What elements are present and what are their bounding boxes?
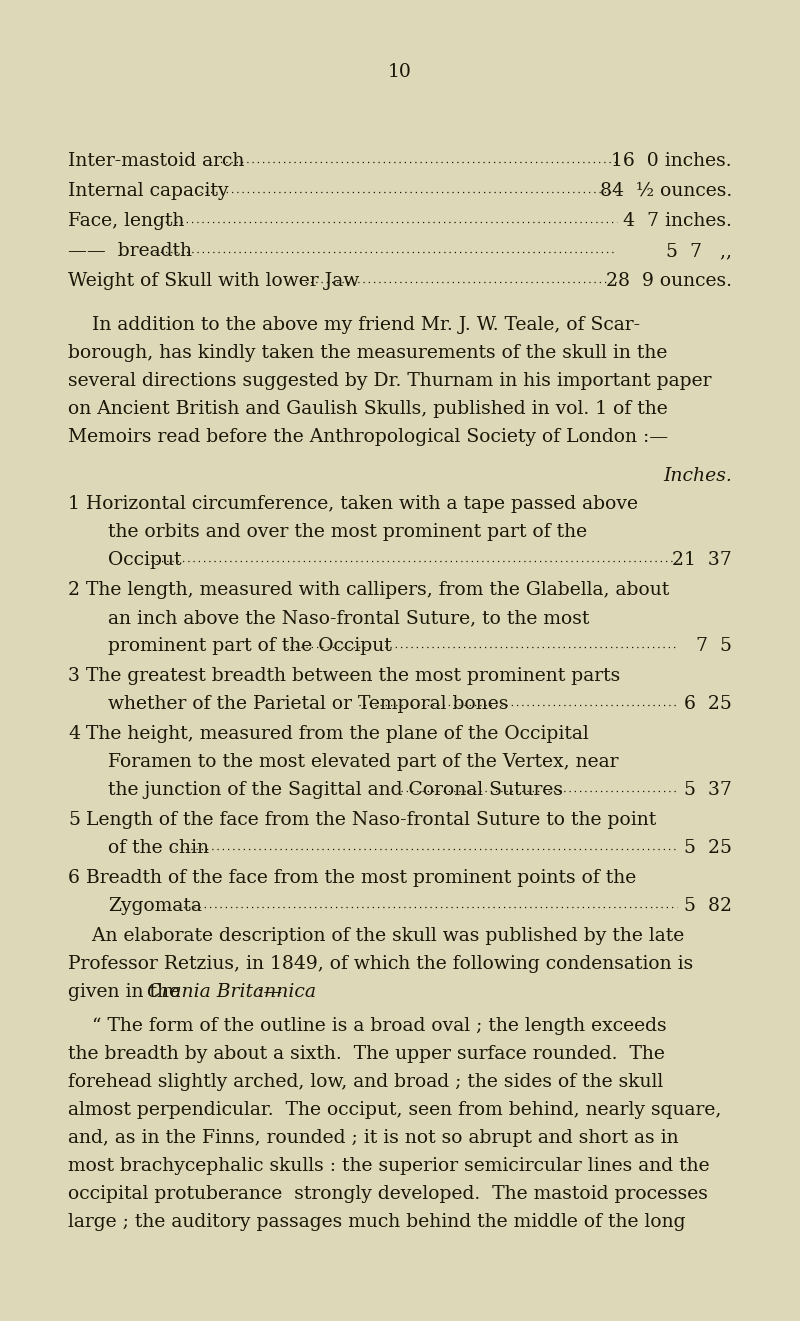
- Text: Horizontal circumference, taken with a tape passed above: Horizontal circumference, taken with a t…: [86, 495, 638, 513]
- Text: 4: 4: [68, 725, 80, 742]
- Text: ——  breadth: —— breadth: [68, 242, 192, 260]
- Text: Foramen to the most elevated part of the Vertex, near: Foramen to the most elevated part of the…: [108, 753, 618, 771]
- Text: borough, has kindly taken the measurements of the skull in the: borough, has kindly taken the measuremen…: [68, 343, 667, 362]
- Text: 2: 2: [68, 581, 80, 598]
- Text: forehead slightly arched, low, and broad ; the sides of the skull: forehead slightly arched, low, and broad…: [68, 1073, 663, 1091]
- Text: several directions suggested by Dr. Thurnam in his important paper: several directions suggested by Dr. Thur…: [68, 373, 711, 390]
- Text: most brachycephalic skulls : the superior semicircular lines and the: most brachycephalic skulls : the superio…: [68, 1157, 710, 1174]
- Text: of the chin: of the chin: [108, 839, 209, 857]
- Text: large ; the auditory passages much behind the middle of the long: large ; the auditory passages much behin…: [68, 1213, 686, 1231]
- Text: Face, length: Face, length: [68, 211, 184, 230]
- Text: Weight of Skull with lower Jaw: Weight of Skull with lower Jaw: [68, 272, 359, 291]
- Text: Crania Britannica: Crania Britannica: [147, 983, 317, 1001]
- Text: Breadth of the face from the most prominent points of the: Breadth of the face from the most promin…: [86, 869, 636, 886]
- Text: The length, measured with callipers, from the Glabella, about: The length, measured with callipers, fro…: [86, 581, 670, 598]
- Text: 28  9 ounces.: 28 9 ounces.: [606, 272, 732, 291]
- Text: and, as in the Finns, rounded ; it is not so abrupt and short as in: and, as in the Finns, rounded ; it is no…: [68, 1129, 678, 1147]
- Text: 6: 6: [68, 869, 80, 886]
- Text: almost perpendicular.  The occiput, seen from behind, nearly square,: almost perpendicular. The occiput, seen …: [68, 1100, 722, 1119]
- Text: Length of the face from the Naso-frontal Suture to the point: Length of the face from the Naso-frontal…: [86, 811, 656, 830]
- Text: the orbits and over the most prominent part of the: the orbits and over the most prominent p…: [108, 523, 587, 542]
- Text: 84  ½ ounces.: 84 ½ ounces.: [600, 182, 732, 199]
- Text: Internal capacity: Internal capacity: [68, 182, 229, 199]
- Text: 16  0 inches.: 16 0 inches.: [611, 152, 732, 170]
- Text: 7  5: 7 5: [696, 637, 732, 655]
- Text: 10: 10: [388, 63, 412, 81]
- Text: The height, measured from the plane of the Occipital: The height, measured from the plane of t…: [86, 725, 589, 742]
- Text: 5  25: 5 25: [684, 839, 732, 857]
- Text: 5: 5: [68, 811, 80, 830]
- Text: given in the: given in the: [68, 983, 186, 1001]
- Text: 5  37: 5 37: [684, 781, 732, 799]
- Text: “ The form of the outline is a broad oval ; the length exceeds: “ The form of the outline is a broad ova…: [68, 1017, 666, 1034]
- Text: the junction of the Sagittal and Coronal Sutures: the junction of the Sagittal and Coronal…: [108, 781, 563, 799]
- Text: Occiput: Occiput: [108, 551, 182, 569]
- Text: Professor Retzius, in 1849, of which the following condensation is: Professor Retzius, in 1849, of which the…: [68, 955, 694, 974]
- Text: An elaborate description of the skull was published by the late: An elaborate description of the skull wa…: [68, 927, 684, 945]
- Text: the breadth by about a sixth.  The upper surface rounded.  The: the breadth by about a sixth. The upper …: [68, 1045, 665, 1063]
- Text: 6  25: 6 25: [684, 695, 732, 713]
- Text: Zygomata: Zygomata: [108, 897, 202, 915]
- Text: 5  7   ,,: 5 7 ,,: [666, 242, 732, 260]
- Text: an inch above the Naso-frontal Suture, to the most: an inch above the Naso-frontal Suture, t…: [108, 609, 590, 627]
- Text: Inches.: Inches.: [663, 468, 732, 485]
- Text: Inter-mastoid arch: Inter-mastoid arch: [68, 152, 244, 170]
- Text: In addition to the above my friend Mr. J. W. Teale, of Scar-: In addition to the above my friend Mr. J…: [68, 316, 640, 334]
- Text: 4  7 inches.: 4 7 inches.: [623, 211, 732, 230]
- Text: whether of the Parietal or Temporal bones: whether of the Parietal or Temporal bone…: [108, 695, 508, 713]
- Text: on Ancient British and Gaulish Skulls, published in vol. 1 of the: on Ancient British and Gaulish Skulls, p…: [68, 400, 668, 417]
- Text: 1: 1: [68, 495, 80, 513]
- Text: prominent part of the Occiput: prominent part of the Occiput: [108, 637, 392, 655]
- Text: 21  37: 21 37: [672, 551, 732, 569]
- Text: 3: 3: [68, 667, 80, 686]
- Text: :—: :—: [251, 983, 282, 1001]
- Text: Memoirs read before the Anthropological Society of London :—: Memoirs read before the Anthropological …: [68, 428, 668, 446]
- Text: 5  82: 5 82: [684, 897, 732, 915]
- Text: occipital protuberance  strongly developed.  The mastoid processes: occipital protuberance strongly develope…: [68, 1185, 708, 1203]
- Text: The greatest breadth between the most prominent parts: The greatest breadth between the most pr…: [86, 667, 620, 686]
